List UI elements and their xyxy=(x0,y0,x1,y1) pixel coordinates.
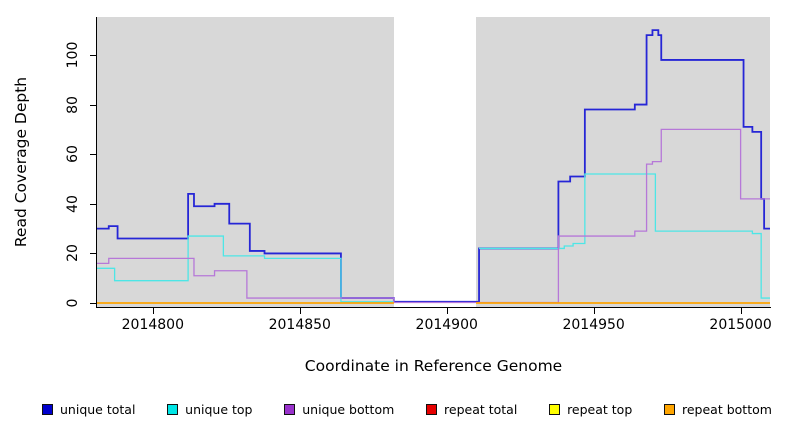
legend-swatch-icon xyxy=(42,403,53,415)
series-path-unique-top xyxy=(97,235,394,303)
legend-label: unique bottom xyxy=(302,401,395,417)
legend-label: repeat bottom xyxy=(682,401,772,417)
legend-item-unique-total: unique total xyxy=(42,402,135,417)
x-tick-label: 2014800 xyxy=(121,317,184,333)
x-tick-label: 2014850 xyxy=(268,317,331,333)
x-tick-label: 2015000 xyxy=(709,317,772,333)
y-tick-mark xyxy=(90,303,97,305)
legend: unique total unique top unique bottom repea… xyxy=(42,398,772,420)
x-tick-mark xyxy=(593,308,595,314)
y-tick-mark xyxy=(90,154,97,156)
y-tick-mark xyxy=(90,203,97,205)
x-tick-label: 2014950 xyxy=(562,317,625,333)
legend-item-unique-top: unique top xyxy=(167,402,252,417)
series-path-unique-bottom xyxy=(97,128,770,304)
masked-region-band xyxy=(393,17,477,307)
y-tick-label: 100 xyxy=(65,41,81,69)
x-axis-title: Coordinate in Reference Genome xyxy=(304,357,563,375)
legend-swatch-icon xyxy=(426,403,438,415)
plot-area xyxy=(97,17,770,307)
legend-swatch-icon xyxy=(167,403,179,415)
legend-label: repeat total xyxy=(444,401,518,417)
legend-label: unique total xyxy=(60,401,136,417)
x-tick-mark xyxy=(446,308,448,314)
y-axis-line xyxy=(96,17,97,308)
y-tick-mark xyxy=(90,54,97,56)
y-tick-mark xyxy=(90,253,97,255)
x-tick-label: 2014900 xyxy=(415,317,478,333)
legend-swatch-icon xyxy=(549,403,561,415)
legend-item-repeat-total: repeat total xyxy=(426,402,517,417)
coverage-series-svg xyxy=(97,29,770,304)
legend-label: repeat top xyxy=(567,401,633,417)
x-axis-line xyxy=(96,307,771,308)
series-path-unique-total xyxy=(97,29,770,303)
legend-item-unique-bottom: unique bottom xyxy=(284,402,394,417)
y-tick-mark xyxy=(90,104,97,106)
x-tick-mark xyxy=(740,308,742,314)
legend-swatch-icon xyxy=(664,403,675,415)
series-path-unique-top xyxy=(479,173,770,299)
x-tick-mark xyxy=(299,308,301,314)
legend-swatch-icon xyxy=(284,403,296,415)
legend-item-repeat-bottom: repeat bottom xyxy=(664,402,772,417)
legend-item-repeat-top: repeat top xyxy=(549,402,632,417)
y-axis-title: Read Coverage Depth xyxy=(12,76,30,248)
x-tick-mark xyxy=(152,308,154,314)
legend-label: unique top xyxy=(185,401,253,417)
